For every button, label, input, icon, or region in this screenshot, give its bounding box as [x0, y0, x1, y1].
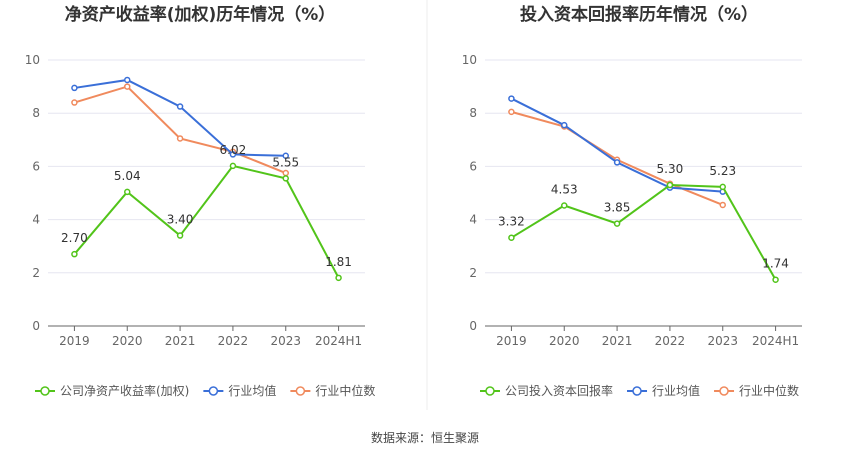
data-label: 1.74 [762, 257, 789, 271]
data-point [71, 99, 78, 106]
data-label: 3.32 [498, 215, 525, 229]
data-point [282, 152, 289, 160]
y-tick-label: 0 [32, 319, 40, 333]
data-point [613, 159, 621, 166]
data-point [176, 232, 184, 239]
data-point [561, 121, 568, 129]
data-label: 1.81 [325, 255, 352, 269]
x-tick-label: 2021 [602, 334, 633, 348]
data-label: 3.85 [604, 201, 631, 215]
data-label: 2.70 [61, 231, 88, 245]
y-tick-label: 8 [469, 106, 477, 120]
x-tick-label: 2019 [59, 334, 90, 348]
legend-marker [632, 386, 642, 396]
legend-marker [208, 386, 219, 396]
data-point [508, 234, 515, 241]
y-tick-label: 6 [32, 159, 40, 173]
data-point [176, 103, 184, 110]
data-source-label: 数据来源：恒生聚源 [371, 430, 479, 445]
data-point [71, 84, 78, 92]
legend-label: 行业中位数 [739, 383, 799, 398]
y-tick-label: 4 [32, 213, 40, 227]
data-point [335, 274, 342, 282]
data-label: 5.04 [114, 169, 141, 183]
data-point [124, 83, 131, 90]
data-point [71, 250, 78, 258]
data-label: 5.55 [272, 155, 299, 169]
y-tick-label: 2 [469, 266, 477, 280]
x-tick-label: 2024H1 [315, 334, 362, 348]
y-tick-label: 4 [469, 213, 477, 227]
data-label: 4.53 [551, 183, 578, 197]
series-line [510, 184, 777, 281]
y-tick-label: 6 [469, 159, 477, 173]
legend-label: 行业中位数 [315, 383, 375, 398]
series-line [74, 78, 286, 157]
x-tick-label: 2024H1 [752, 334, 799, 348]
data-point [124, 188, 131, 196]
y-tick-label: 10 [25, 53, 40, 67]
x-tick-label: 2020 [112, 334, 143, 348]
chart-title: 净资产收益率(加权)历年情况（%） [65, 4, 336, 25]
y-tick-label: 0 [469, 319, 477, 333]
data-label: 5.30 [657, 162, 684, 176]
legend-label: 行业均值 [652, 383, 700, 398]
y-tick-label: 8 [32, 106, 40, 120]
data-point [282, 169, 289, 177]
data-point [229, 151, 237, 158]
x-tick-label: 2022 [218, 334, 249, 348]
data-point [613, 220, 621, 227]
data-label: 3.40 [167, 213, 194, 227]
series-line [73, 164, 340, 279]
series-line [74, 85, 287, 174]
chart-title: 投入资本回报率历年情况（%） [520, 4, 758, 25]
data-point [666, 181, 674, 189]
data-label: 6.02 [220, 143, 247, 157]
y-tick-label: 2 [32, 266, 40, 280]
roic-chart: 投入资本回报率历年情况（%） 0 2 4 6 8 10 2019 2020 2021 2022 202… [462, 4, 802, 398]
x-tick-label: 2022 [655, 334, 686, 348]
data-point [282, 175, 289, 182]
y-tick-label: 10 [462, 53, 477, 67]
x-tick-label: 2023 [707, 334, 738, 348]
data-point [176, 135, 184, 142]
data-point [508, 95, 515, 102]
x-tick-label: 2023 [270, 334, 301, 348]
x-tick-label: 2020 [549, 334, 580, 348]
legend-marker [295, 386, 306, 396]
data-point [719, 201, 726, 209]
legend-label: 公司投入资本回报率 [505, 383, 613, 398]
roe-chart: 净资产收益率(加权)历年情况（%） 0 2 4 6 8 10 2019 2020 2021 2022… [25, 4, 376, 398]
data-point [561, 202, 568, 209]
legend-marker [719, 386, 729, 396]
x-tick-label: 2019 [496, 334, 527, 348]
legend-label: 公司净资产收益率(加权) [60, 383, 189, 398]
series-line [510, 97, 723, 193]
data-point [719, 183, 726, 191]
data-point [229, 162, 237, 170]
data-point [124, 76, 131, 84]
data-point [508, 108, 515, 116]
legend-label: 行业均值 [228, 383, 276, 398]
x-tick-label: 2021 [165, 334, 196, 348]
data-label: 5.23 [709, 164, 736, 178]
legend-marker [485, 386, 495, 396]
legend-marker [40, 386, 50, 396]
data-point [772, 276, 779, 283]
